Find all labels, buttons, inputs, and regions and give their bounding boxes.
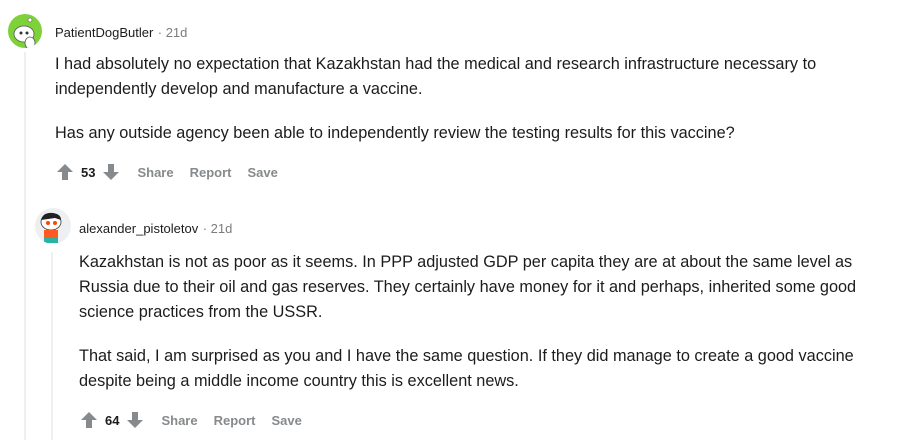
thread-line[interactable] xyxy=(51,252,53,440)
comment-paragraph: Kazakhstan is not as poor as it seems. I… xyxy=(79,253,857,321)
comment-actions: 64 Share Report Save xyxy=(79,410,302,430)
comment-paragraph: That said, I am surprised as you and I h… xyxy=(79,347,854,390)
avatar[interactable] xyxy=(8,14,42,48)
vote-score: 64 xyxy=(105,412,120,428)
comment-header: PatientDogButler · 21d xyxy=(55,24,187,42)
comment-actions: 53 Share Report Save xyxy=(55,162,278,182)
upvote-icon[interactable] xyxy=(79,410,99,430)
vote-score: 53 xyxy=(81,164,96,180)
separator: · xyxy=(202,221,211,236)
timestamp[interactable]: 21d xyxy=(210,221,233,236)
avatar[interactable] xyxy=(35,208,71,244)
share-button[interactable]: Share xyxy=(137,164,174,180)
downvote-icon[interactable] xyxy=(101,162,121,182)
share-button[interactable]: Share xyxy=(161,412,198,428)
report-button[interactable]: Report xyxy=(213,412,256,428)
snoo-avatar-icon xyxy=(13,17,36,48)
comment-body: I had absolutely no expectation that Kaz… xyxy=(55,52,855,165)
comment-paragraph: Has any outside agency been able to inde… xyxy=(55,124,735,142)
timestamp[interactable]: 21d xyxy=(165,25,188,40)
username-link[interactable]: alexander_pistoletov xyxy=(79,221,199,236)
username-link[interactable]: PatientDogButler xyxy=(55,25,154,40)
thread-line[interactable] xyxy=(24,52,26,440)
save-button[interactable]: Save xyxy=(247,164,278,180)
save-button[interactable]: Save xyxy=(271,412,302,428)
snoo-avatar-icon xyxy=(40,212,62,243)
comment-body: Kazakhstan is not as poor as it seems. I… xyxy=(79,250,884,413)
comment-paragraph: I had absolutely no expectation that Kaz… xyxy=(55,55,817,98)
downvote-icon[interactable] xyxy=(125,410,145,430)
comment-header: alexander_pistoletov · 21d xyxy=(79,220,232,238)
upvote-icon[interactable] xyxy=(55,162,75,182)
separator: · xyxy=(157,25,166,40)
report-button[interactable]: Report xyxy=(189,164,232,180)
